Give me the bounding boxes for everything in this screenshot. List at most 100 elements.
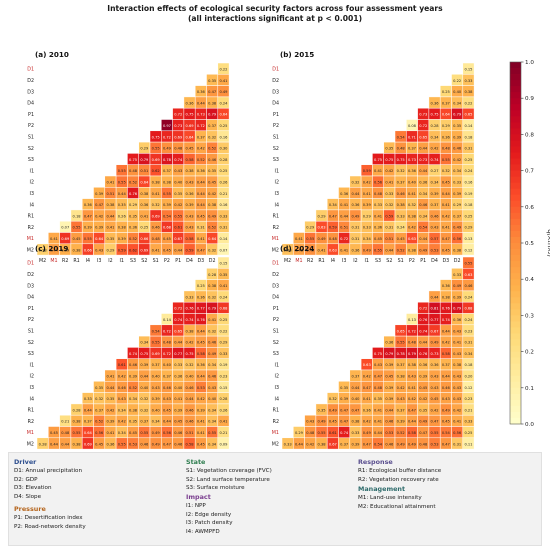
cell-value-label: 0.39: [453, 135, 462, 139]
cell-value-label: 0.75: [397, 158, 405, 162]
cell-value-label: 0.72: [163, 329, 171, 333]
cell-value-label: 0.18: [464, 363, 473, 367]
cell-value-label: 0.75: [374, 158, 382, 162]
cell-value-label: 0.41: [408, 192, 416, 196]
cell-value-label: 0.18: [464, 135, 473, 139]
cell-value-label: 0.55: [174, 214, 182, 218]
cell-value-label: 0.73: [431, 352, 439, 356]
cell-value-label: 0.55: [464, 261, 472, 265]
colorbar-segment: [510, 152, 521, 159]
cell-value-label: 0.77: [197, 307, 205, 311]
cell-value-label: 0.56: [163, 431, 172, 435]
column-tick-label: S2: [141, 258, 147, 264]
cell-value-label: 0.12: [464, 386, 472, 390]
cell-value-label: 0.39: [106, 420, 115, 424]
cell-value-label: 0.41: [442, 226, 450, 230]
colorbar-segment: [510, 146, 521, 153]
cell-value-label: 0.52: [129, 237, 137, 241]
cell-value-label: 0.45: [431, 397, 439, 401]
cell-value-label: 0.44: [61, 442, 70, 446]
cell-value-label: 0.38: [397, 203, 406, 207]
cell-value-label: 0.48: [129, 169, 138, 173]
cell-value-label: 0.58: [408, 431, 417, 435]
cell-value-label: 0.42: [408, 397, 416, 401]
cell-value-label: 0.54: [152, 329, 161, 333]
legend-item: S3: Surface moisture: [186, 485, 245, 492]
row-tick-label: I3: [30, 191, 34, 197]
cell-value-label: 0.65: [174, 329, 182, 333]
legend-group-management: Management M1: Land-use intensity M2: Ed…: [358, 485, 436, 511]
column-tick-label: D2: [209, 258, 216, 264]
cell-value-label: 0.63: [363, 363, 371, 367]
cell-value-label: 0.75: [152, 135, 160, 139]
colorbar-segment: [510, 194, 521, 202]
column-tick-label: R2: [307, 258, 313, 264]
cell-value-label: 0.33: [219, 352, 227, 356]
colorbar-segment: [510, 417, 521, 425]
cell-value-label: 0.75: [385, 158, 393, 162]
cell-value-label: 0.76: [186, 307, 195, 311]
cell-value-label: 0.41: [453, 341, 461, 345]
cell-value-label: 0.51: [140, 169, 148, 173]
cell-value-label: 0.42: [431, 147, 439, 151]
cell-value-label: 0.44: [197, 329, 206, 333]
cell-value-label: 0.16: [219, 135, 228, 139]
figure-title-line1: Interaction effects of ecological securi…: [107, 4, 443, 13]
colorbar-tick-label: 0.5: [525, 241, 534, 247]
cell-value-label: 0.55: [118, 442, 126, 446]
cell-value-label: 0.75: [186, 352, 194, 356]
cell-value-label: 0.47: [329, 214, 337, 218]
row-tick-label: R1: [273, 214, 279, 220]
cell-value-label: 0.46: [186, 420, 195, 424]
cell-value-label: 0.51: [186, 431, 194, 435]
cell-value-label: 0.39: [397, 420, 406, 424]
cell-value-label: 0.44: [174, 341, 183, 345]
row-tick-label: I2: [275, 180, 279, 186]
row-tick-label: I1: [275, 168, 279, 174]
cell-value-label: 0.36: [174, 374, 183, 378]
cell-value-label: 0.26: [219, 408, 228, 412]
colorbar-segment: [510, 92, 521, 99]
cell-value-label: 0.46: [385, 442, 394, 446]
cell-value-label: 0.42: [197, 147, 205, 151]
cell-value-label: 0.43: [208, 386, 216, 390]
cell-value-label: 0.48: [329, 237, 338, 241]
cell-value-label: 0.97: [163, 124, 171, 128]
cell-value-label: 0.64: [208, 237, 217, 241]
row-tick-label: P1: [28, 306, 34, 312]
cell-value-label: 0.69: [174, 135, 183, 139]
cell-value-label: 0.55: [73, 431, 81, 435]
cell-value-label: 0.38: [397, 374, 406, 378]
cell-value-label: 0.45: [163, 237, 171, 241]
cell-value-label: 0.56: [95, 431, 104, 435]
cell-value-label: 0.59: [385, 214, 394, 218]
cell-value-label: 0.35: [419, 408, 427, 412]
cell-value-label: 0.55: [73, 226, 81, 230]
cell-value-label: 0.41: [219, 284, 227, 288]
row-tick-label: I1: [30, 362, 34, 368]
cell-value-label: 0.45: [197, 214, 205, 218]
cell-value-label: 0.52: [197, 158, 205, 162]
row-tick-label: I1: [30, 168, 34, 174]
cell-value-label: 0.45: [329, 420, 337, 424]
cell-value-label: 0.38: [152, 180, 161, 184]
cell-value-label: 0.44: [197, 180, 206, 184]
row-tick-label: P2: [28, 317, 34, 323]
cell-value-label: 0.18: [464, 203, 473, 207]
colorbar-segment: [510, 140, 521, 147]
legend-group-response: Response R1: Ecological buffer distance …: [358, 458, 441, 484]
colorbar-segment: [510, 188, 521, 196]
cell-value-label: 0.43: [431, 226, 439, 230]
heatmap-panel: (b) 2015 D1 D2 D3 D4 P1 P2 S1 S2 S3 I1 I2 I3 I4 R1 R2 M1…: [272, 50, 475, 264]
cell-value-label: 0.45: [73, 237, 81, 241]
cell-value-label: 0.39: [351, 442, 360, 446]
cell-value-label: 0.12: [464, 248, 472, 252]
cell-value-label: 0.61: [118, 363, 126, 367]
cell-value-label: 0.39: [453, 295, 462, 299]
row-tick-label: M2: [272, 441, 279, 447]
cell-value-label: 0.28: [39, 248, 48, 252]
cell-value-label: 0.41: [318, 248, 326, 252]
legend-title-pressure: Pressure: [14, 505, 46, 513]
cell-value-label: 0.79: [140, 158, 149, 162]
cell-value-label: 0.16: [464, 180, 473, 184]
